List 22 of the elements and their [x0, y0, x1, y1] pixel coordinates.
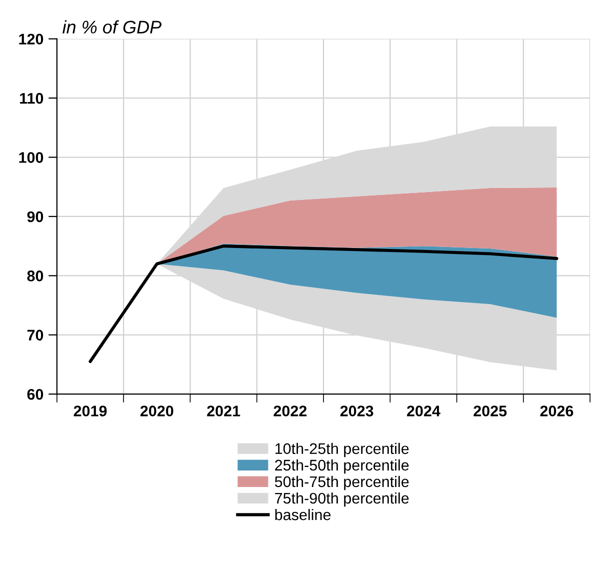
- y-tick-label: 90: [27, 211, 44, 222]
- x-tick-label: 2024: [406, 406, 440, 416]
- y-tick-label: 70: [27, 330, 44, 341]
- x-tick-label: 2021: [207, 406, 240, 416]
- legend-label: 25th-50th percentile: [275, 459, 409, 474]
- legend-label: 75th-90th percentile: [275, 492, 409, 507]
- legend-label: 10th-25th percentile: [275, 442, 409, 458]
- x-tick-label: 2026: [540, 406, 574, 416]
- line-series: [88, 244, 558, 364]
- x-tick-label: 2023: [340, 406, 374, 416]
- x-tick-label: 2022: [274, 406, 307, 416]
- y-tick-label: 80: [27, 270, 44, 282]
- y-axis-title: in % of GDP: [62, 20, 162, 34]
- y-tick-label: 100: [19, 152, 44, 163]
- x-tick-label: 2025: [474, 406, 507, 416]
- y-tick-label: 60: [27, 388, 44, 400]
- y-tick-label: 120: [19, 34, 44, 45]
- legend-label: 50th-75th percentile: [274, 476, 409, 490]
- y-tick-label: 110: [20, 92, 44, 104]
- x-tick-label: 2019: [74, 406, 107, 416]
- legend-label: baseline: [275, 508, 331, 520]
- x-tick-label: 2020: [140, 406, 174, 416]
